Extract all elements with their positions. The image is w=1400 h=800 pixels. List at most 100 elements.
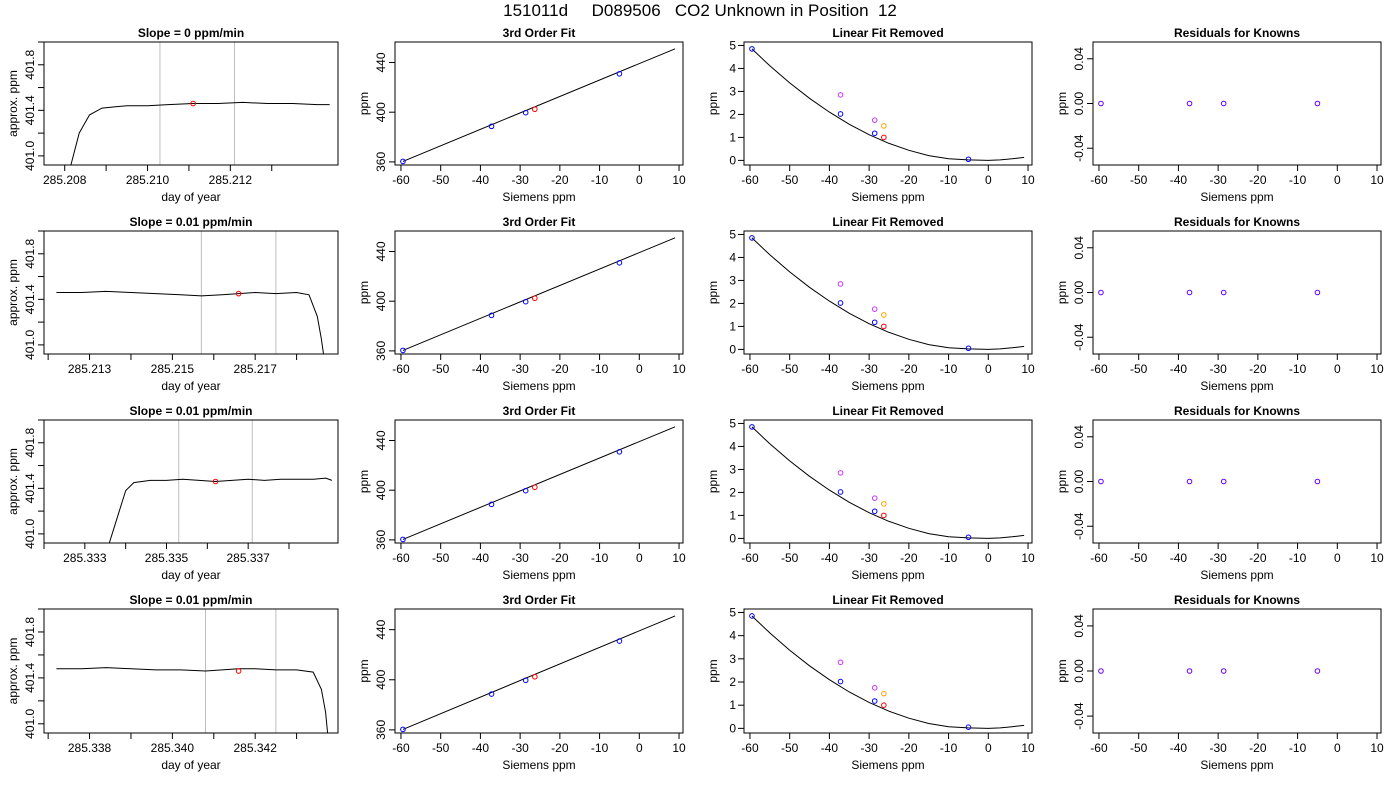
x-tick-label: -10 [591, 741, 609, 755]
magenta-point [837, 659, 844, 666]
residual-point [1314, 478, 1321, 485]
known-point [871, 698, 878, 704]
known-point [488, 501, 495, 508]
x-tick-label: 285.212 [209, 173, 253, 187]
residual-point [1220, 289, 1227, 296]
y-tick-label: 5 [729, 416, 736, 430]
y-axis-label: ppm [357, 92, 371, 115]
y-tick-label: 400 [374, 480, 388, 500]
fit-curve [751, 426, 1025, 539]
known-point [837, 111, 844, 117]
panel-resid-3: -60 -50 -40 -30 -20 -10 0 10 -0.04 0.00 0.04 Residu… [1055, 593, 1384, 772]
residual-point [1220, 478, 1227, 485]
plot-data [749, 613, 1025, 731]
residual-point [1220, 668, 1227, 674]
residual-point [1186, 478, 1193, 485]
y-tick-label: 0 [729, 531, 736, 545]
unknown-marker [190, 100, 196, 107]
known-point [616, 449, 623, 455]
y-tick-label: 4 [729, 61, 736, 75]
x-tick-label: -30 [1209, 173, 1227, 187]
x-axis-label: Siemens ppm [851, 190, 924, 204]
fit-line [402, 615, 676, 730]
trace-line [56, 290, 324, 354]
y-axis-label: approx. ppm [6, 70, 20, 137]
orange-point [881, 123, 887, 129]
y-axis-label: ppm [706, 92, 720, 115]
y-tick-label: 1 [729, 130, 736, 144]
panel-title: Linear Fit Removed [832, 215, 943, 229]
y-tick-label: 2 [729, 485, 736, 499]
y-axis-label: ppm [706, 659, 720, 682]
x-tick-label: -20 [1249, 362, 1267, 376]
y-tick-label: -0.04 [1072, 702, 1086, 730]
panel-fit-3: -60 -50 -40 -30 -20 -10 0 10 360 400 440 3rd Order … [357, 593, 686, 772]
known-point [965, 156, 972, 163]
x-axis-label: Siemens ppm [502, 568, 575, 582]
x-tick-label: -20 [1249, 551, 1267, 565]
x-tick-label: -40 [472, 551, 490, 565]
unknown-point [881, 702, 887, 708]
known-point [616, 260, 623, 266]
y-axis-label: ppm [357, 659, 371, 682]
y-axis-label: ppm [1055, 470, 1069, 493]
x-tick-label: -50 [781, 741, 799, 755]
plot-frame [743, 419, 1033, 544]
fit-line [402, 426, 676, 540]
known-point [522, 109, 529, 116]
panel-removed-0: -60 -50 -40 -30 -20 -10 0 10 0 1 2 3 4 5 Linear Fit Re… [706, 26, 1035, 204]
plot-data [400, 48, 676, 165]
unknown-point [881, 134, 887, 141]
y-tick-label: 401.0 [23, 141, 37, 171]
panel-removed-1: -60 -50 -40 -30 -20 -10 0 10 0 1 2 3 4 5 Linear Fit Re… [706, 215, 1035, 393]
known-point [616, 71, 623, 77]
x-tick-label: -60 [1090, 362, 1108, 376]
x-tick-label: 285.213 [68, 362, 112, 376]
x-tick-label: -60 [1090, 741, 1108, 755]
y-tick-label: 360 [374, 152, 388, 172]
y-tick-label: 401.4 [23, 473, 37, 503]
trace-line [70, 101, 330, 165]
x-tick-label: -10 [1289, 173, 1307, 187]
plot-data [400, 615, 676, 733]
y-tick-label: 401.0 [23, 519, 37, 549]
x-tick-label: 0 [985, 551, 992, 565]
y-tick-label: 401.4 [23, 663, 37, 693]
panel-resid-0: -60 -50 -40 -30 -20 -10 0 10 -0.04 0.00 0.04 Residu… [1055, 26, 1384, 204]
y-tick-label: 0.00 [1072, 280, 1086, 304]
x-tick-label: -40 [821, 741, 839, 755]
x-tick-label: -60 [741, 741, 759, 755]
y-tick-label: 1 [729, 319, 736, 333]
x-axis-label: Siemens ppm [1200, 190, 1273, 204]
x-tick-label: -40 [1170, 173, 1188, 187]
panel-title: Residuals for Knowns [1174, 26, 1300, 40]
plot-frame [394, 230, 684, 355]
x-tick-label: 10 [1370, 741, 1384, 755]
panel-removed-3: -60 -50 -40 -30 -20 -10 0 10 0 1 2 3 4 5 Linear Fit Re… [706, 593, 1035, 772]
x-tick-label: -50 [1130, 741, 1148, 755]
panel-title: Residuals for Knowns [1174, 593, 1300, 607]
panel-trace-2: 285.333 285.335 285.337 401.0 401.4 401.8 Slop… [6, 404, 339, 582]
known-point [522, 677, 529, 684]
x-tick-label: -10 [940, 173, 958, 187]
plot-data [108, 477, 333, 543]
x-axis-label: Siemens ppm [502, 190, 575, 204]
x-tick-label: -10 [1289, 362, 1307, 376]
panel-trace-3: 285.338 285.340 285.342 401.0 401.4 401.8 Slop… [6, 593, 339, 772]
x-tick-label: -60 [392, 741, 410, 755]
magenta-point [837, 281, 844, 287]
x-axis-label: Siemens ppm [1200, 758, 1273, 772]
y-tick-label: 401.0 [23, 708, 37, 738]
y-axis-label: approx. ppm [6, 638, 20, 705]
x-tick-label: -30 [511, 741, 529, 755]
x-tick-label: 10 [672, 551, 686, 565]
fit-curve [751, 48, 1025, 161]
x-tick-label: 0 [636, 173, 643, 187]
panel-trace-0: 285.208 285.210 285.212 401.0 401.4 401.8 Slop… [6, 26, 339, 204]
x-tick-label: -60 [1090, 173, 1108, 187]
x-tick-label: -50 [432, 551, 450, 565]
panel-title: Linear Fit Removed [832, 404, 943, 418]
x-tick-label: -50 [1130, 173, 1148, 187]
residual-point [1098, 478, 1104, 485]
plot-frame [743, 41, 1033, 166]
